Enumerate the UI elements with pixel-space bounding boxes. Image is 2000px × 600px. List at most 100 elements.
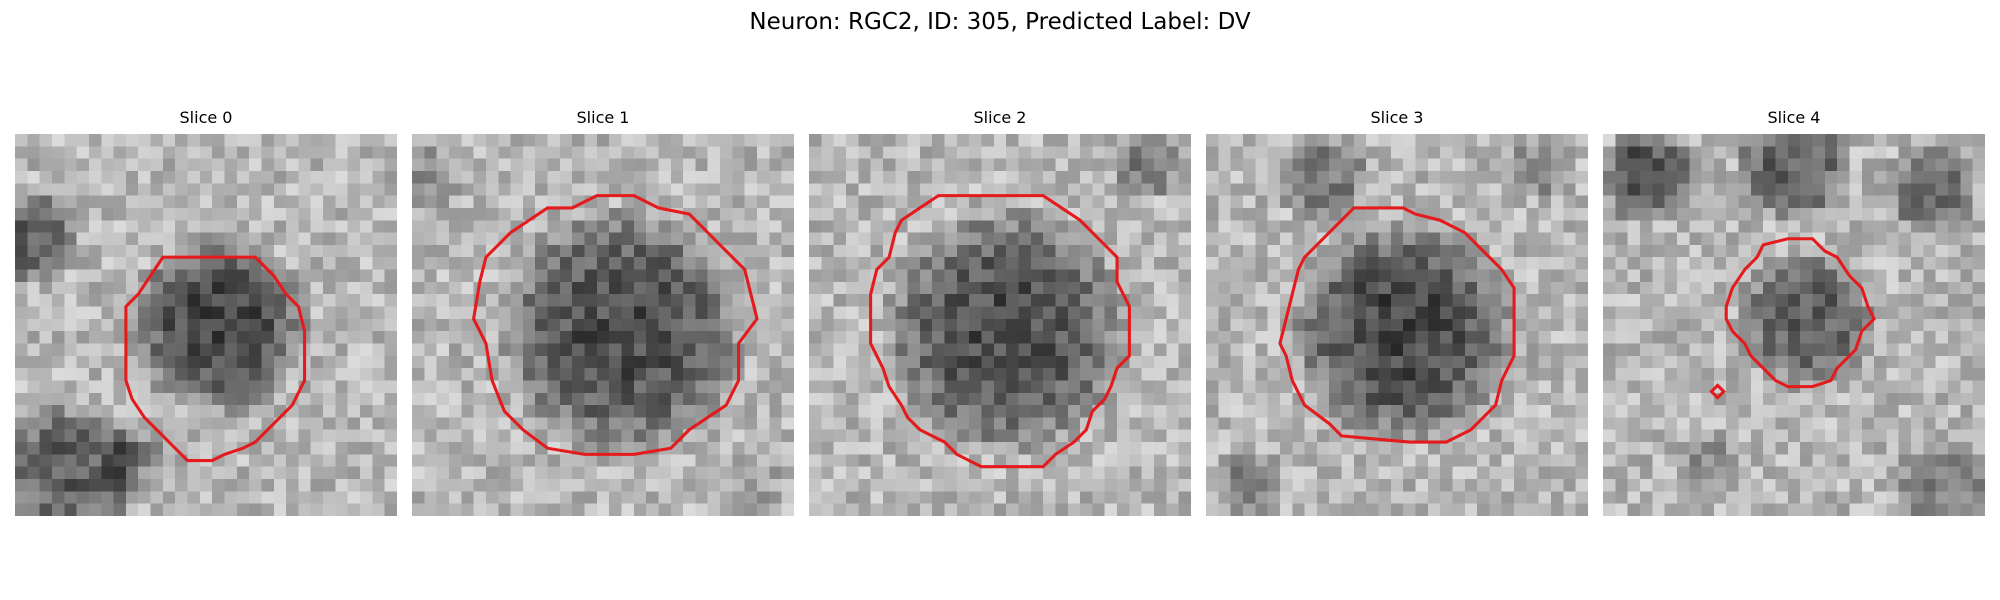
pixel bbox=[1292, 294, 1305, 307]
segmentation-contour bbox=[1724, 237, 1876, 389]
pixel bbox=[609, 183, 622, 196]
pixel bbox=[895, 454, 908, 467]
pixel bbox=[1464, 244, 1478, 258]
pixel bbox=[621, 220, 635, 233]
pixel bbox=[510, 244, 524, 258]
pixel bbox=[1366, 134, 1379, 147]
pixel bbox=[273, 442, 287, 455]
pixel bbox=[670, 294, 684, 307]
pixel bbox=[744, 491, 758, 504]
pixel bbox=[76, 269, 90, 283]
pixel bbox=[720, 158, 733, 172]
pixel bbox=[720, 207, 733, 221]
pixel bbox=[757, 454, 770, 467]
pixel bbox=[1440, 269, 1453, 283]
pixel bbox=[273, 183, 287, 196]
pixel bbox=[670, 183, 684, 196]
pixel bbox=[1575, 220, 1588, 233]
pixel bbox=[249, 183, 262, 196]
pixel bbox=[1972, 207, 1985, 221]
pixel bbox=[187, 170, 201, 184]
pixel bbox=[1129, 244, 1142, 258]
pixel bbox=[1526, 429, 1539, 443]
pixel bbox=[1886, 442, 1899, 455]
pixel bbox=[1464, 392, 1478, 406]
pixel bbox=[498, 355, 511, 369]
pixel bbox=[298, 491, 311, 504]
pixel bbox=[1676, 294, 1690, 307]
pixel bbox=[981, 269, 995, 283]
pixel bbox=[596, 183, 610, 196]
pixel bbox=[658, 429, 672, 443]
pixel bbox=[1378, 405, 1392, 418]
pixel bbox=[310, 220, 324, 233]
pixel bbox=[670, 134, 684, 147]
pixel bbox=[572, 405, 585, 418]
pixel bbox=[162, 257, 176, 270]
pixel bbox=[1874, 466, 1887, 480]
pixel bbox=[1427, 244, 1441, 258]
pixel bbox=[1464, 343, 1478, 357]
pixel bbox=[1526, 146, 1539, 159]
pixel bbox=[547, 195, 561, 209]
pixel bbox=[1154, 380, 1167, 394]
pixel bbox=[858, 454, 871, 467]
pixel bbox=[310, 429, 324, 443]
pixel bbox=[1166, 306, 1179, 320]
pixel bbox=[1738, 134, 1752, 147]
pixel bbox=[1141, 368, 1155, 381]
pixel bbox=[1960, 195, 1973, 209]
pixel bbox=[1763, 158, 1776, 172]
pixel bbox=[919, 466, 933, 480]
pixel bbox=[1218, 331, 1231, 344]
pixel bbox=[1960, 454, 1973, 467]
pixel bbox=[162, 294, 176, 307]
pixel bbox=[1713, 343, 1727, 357]
pixel bbox=[1750, 368, 1764, 381]
pixel bbox=[1316, 479, 1330, 492]
pixel bbox=[1154, 454, 1167, 467]
pixel bbox=[1538, 220, 1552, 233]
pixel bbox=[535, 158, 548, 172]
pixel bbox=[609, 454, 622, 467]
pixel bbox=[347, 392, 361, 406]
pixel bbox=[1230, 503, 1244, 516]
pixel bbox=[384, 232, 397, 246]
pixel bbox=[212, 244, 225, 258]
pixel bbox=[1787, 479, 1801, 492]
pixel bbox=[522, 454, 536, 467]
pixel bbox=[559, 466, 573, 480]
pixel bbox=[51, 281, 65, 295]
pixel bbox=[707, 306, 721, 320]
pixel bbox=[907, 479, 921, 492]
pixel bbox=[547, 207, 561, 221]
pixel bbox=[448, 170, 462, 184]
pixel bbox=[224, 380, 238, 394]
pixel bbox=[1603, 269, 1616, 283]
pixel bbox=[981, 392, 995, 406]
pixel bbox=[1166, 183, 1179, 196]
pixel bbox=[436, 220, 450, 233]
pixel bbox=[298, 244, 311, 258]
pixel bbox=[1501, 491, 1515, 504]
pixel bbox=[1427, 331, 1441, 344]
pixel bbox=[1218, 146, 1231, 159]
pixel bbox=[1178, 257, 1191, 270]
pixel bbox=[1911, 294, 1924, 307]
pixel bbox=[1043, 257, 1056, 270]
pixel bbox=[522, 244, 536, 258]
segmentation-contour bbox=[472, 194, 759, 456]
pixel bbox=[1824, 503, 1838, 516]
pixel bbox=[1501, 405, 1515, 418]
pixel bbox=[1255, 146, 1268, 159]
pixel bbox=[498, 281, 511, 295]
pixel bbox=[113, 454, 127, 467]
pixel bbox=[1206, 170, 1219, 184]
pixel bbox=[1575, 355, 1588, 369]
pixel bbox=[1787, 318, 1801, 332]
pixel bbox=[1242, 318, 1256, 332]
pixel bbox=[1104, 306, 1118, 320]
pixel bbox=[993, 257, 1007, 270]
pixel bbox=[335, 306, 348, 320]
